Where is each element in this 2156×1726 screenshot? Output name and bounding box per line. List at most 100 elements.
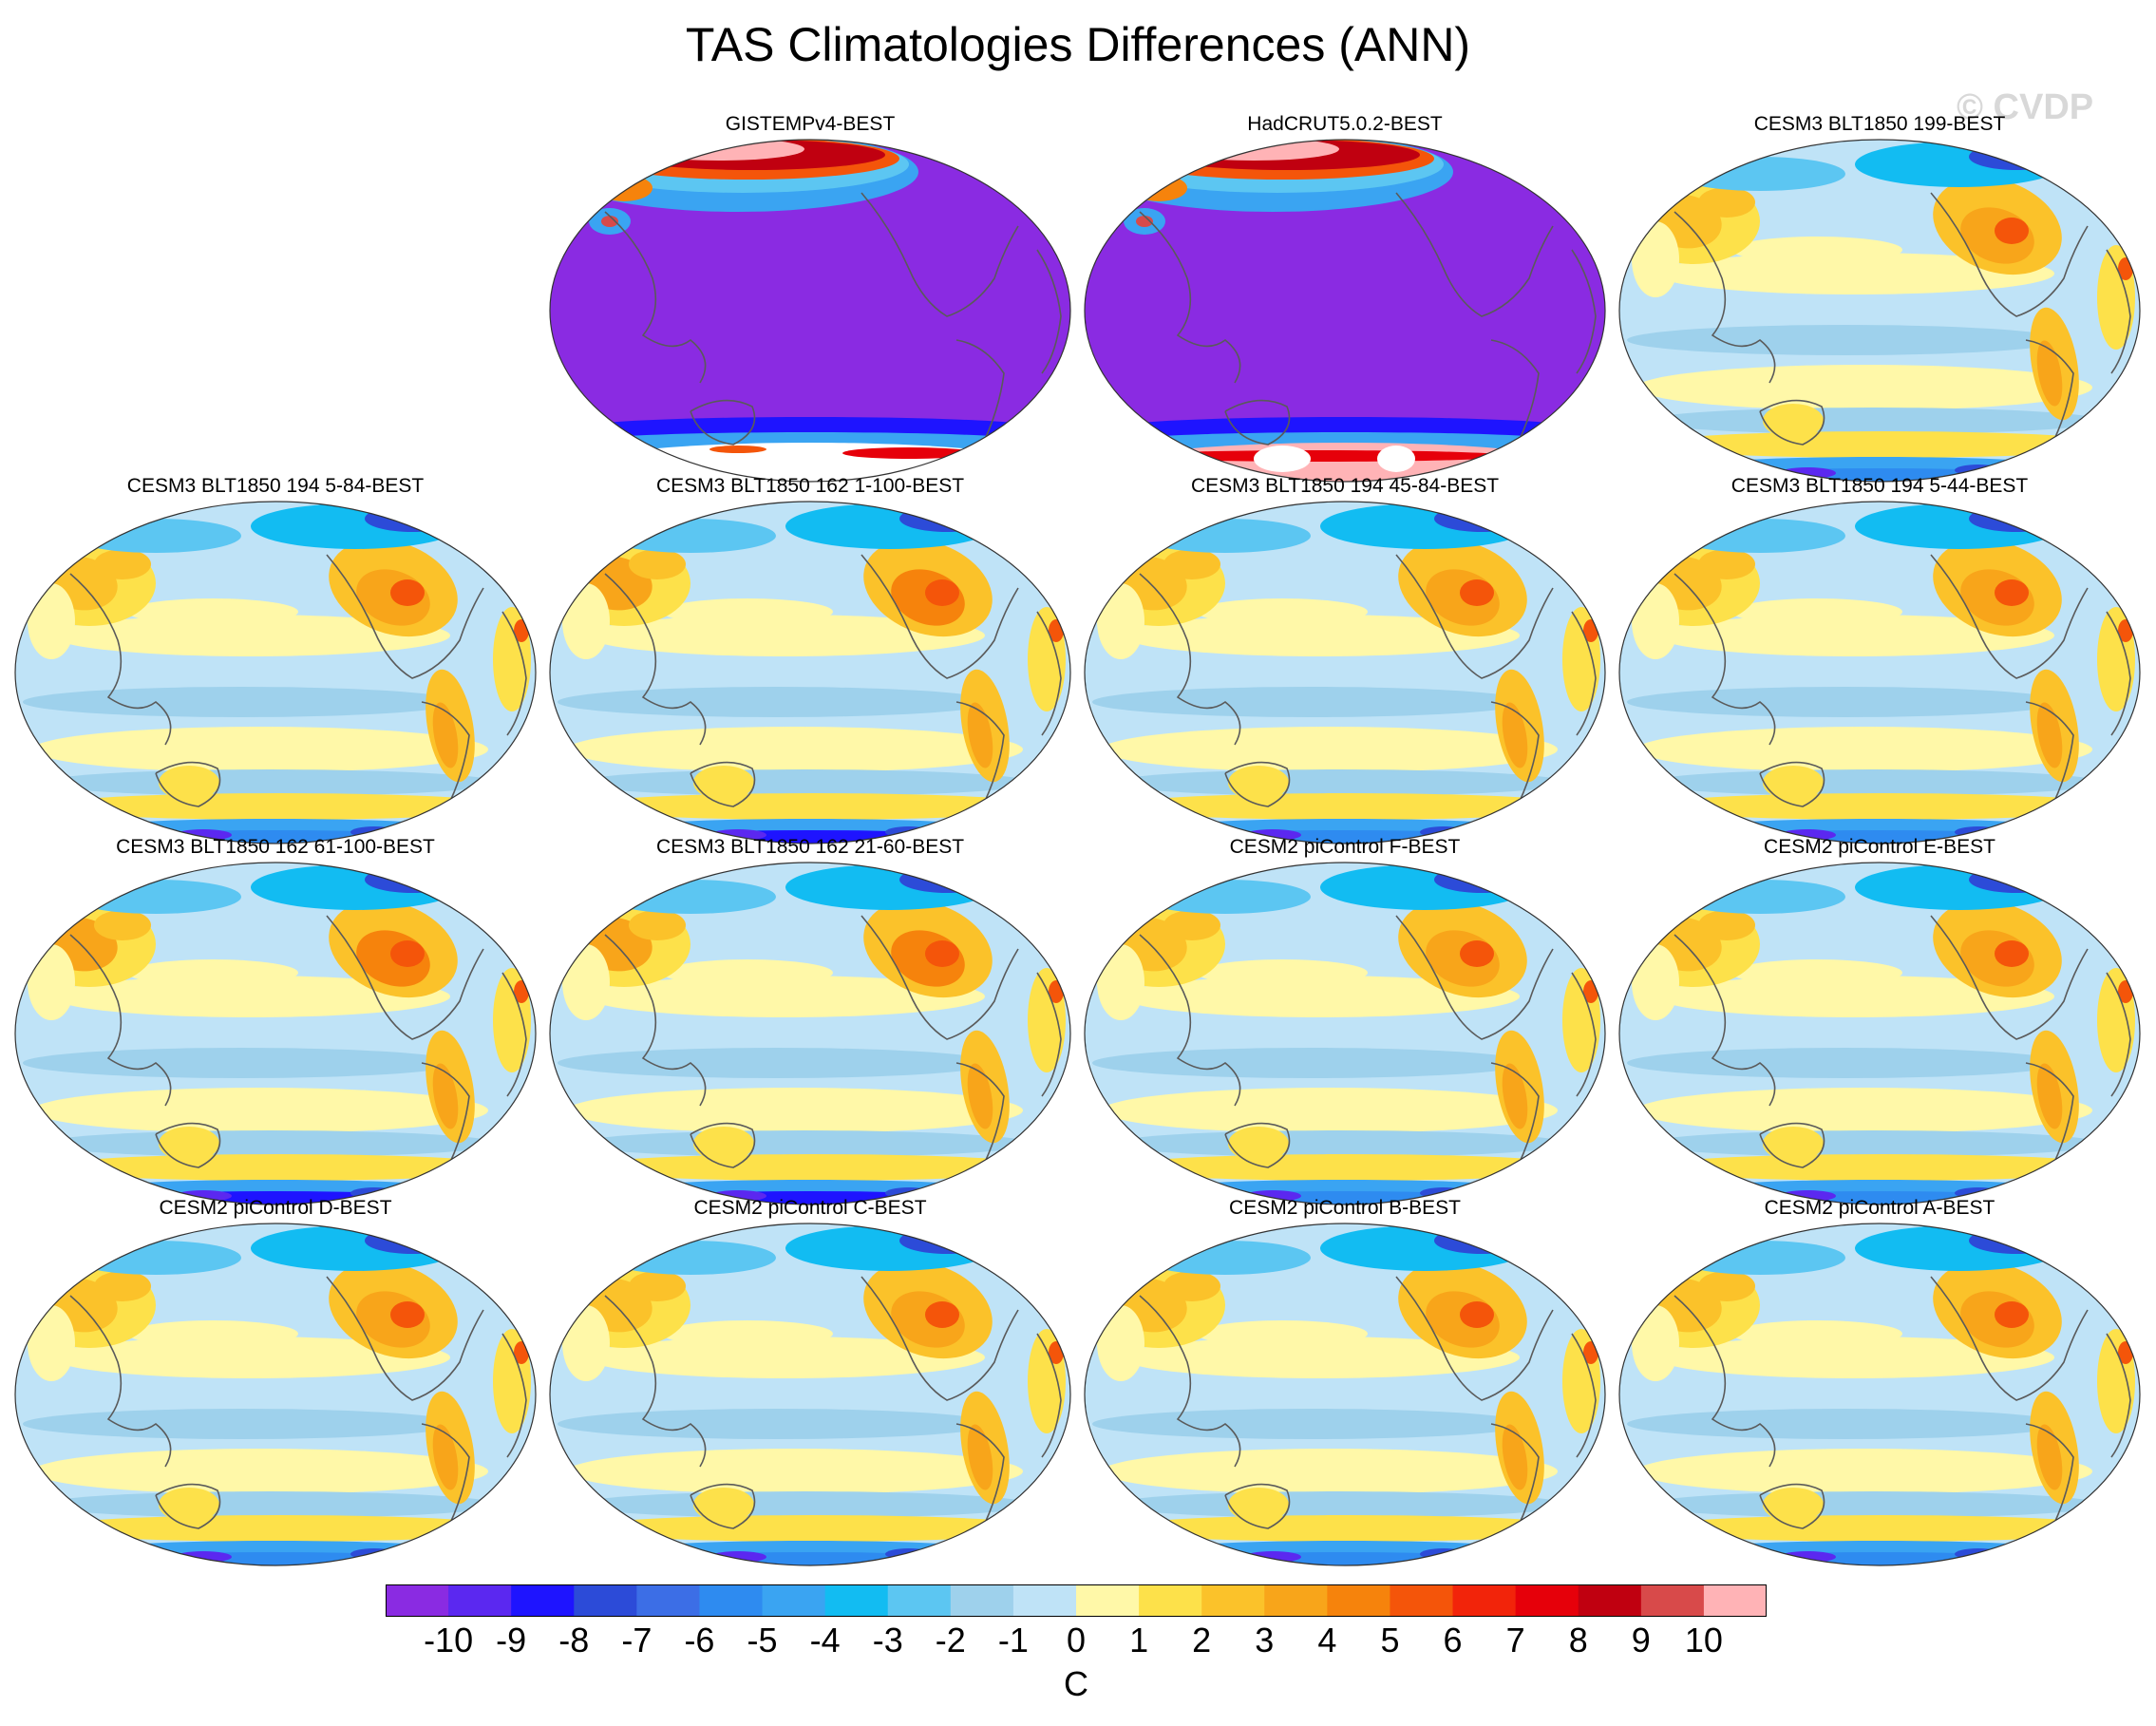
- colorbar-tick-label: 2: [1192, 1621, 1212, 1660]
- contour-region: [159, 1488, 219, 1522]
- contour-region: [629, 910, 686, 940]
- contour-region: [558, 1048, 994, 1078]
- contour-region: [1163, 549, 1220, 579]
- contour-region: [1502, 1424, 1528, 1490]
- contour-region: [1698, 187, 1755, 218]
- colorbar-tick-label: -1: [997, 1621, 1029, 1660]
- contour-region: [605, 519, 776, 553]
- colorbar-tick-label: -8: [558, 1621, 590, 1660]
- contour-region: [51, 615, 450, 656]
- contour-region: [2036, 1063, 2063, 1129]
- coastline: [1224, 1122, 1291, 1168]
- map-outline: [14, 1223, 537, 1566]
- coastline: [1224, 1483, 1291, 1529]
- contour-region: [1028, 968, 1066, 1072]
- map-field: [1085, 863, 1605, 1204]
- contour-region: [70, 519, 241, 553]
- coastline: [1674, 211, 1776, 384]
- contour-region: [1092, 1409, 1529, 1439]
- coastline: [326, 915, 484, 1040]
- contour-region: [1674, 519, 1845, 553]
- coastline: [1571, 1333, 1597, 1458]
- contour-region: [1779, 1551, 1836, 1563]
- contour-region: [1969, 866, 2064, 893]
- coastline: [2106, 249, 2131, 374]
- contour-region: [127, 959, 298, 986]
- contour-region: [70, 1241, 241, 1275]
- coastline: [1759, 399, 1825, 446]
- panel-title: CESM3 BLT1850 194 45-84-BEST: [1190, 475, 1500, 497]
- contour-region: [1632, 1305, 1679, 1381]
- contour-region: [1121, 976, 1520, 1017]
- panel-title: CESM2 piControl E-BEST: [1764, 836, 1995, 858]
- colorbar-tick-label: 10: [1684, 1621, 1723, 1660]
- contour-region: [1111, 793, 1586, 820]
- coastline: [155, 761, 221, 807]
- contour-region: [94, 549, 151, 579]
- contour-region: [1632, 221, 1679, 297]
- contour-region: [601, 216, 618, 227]
- contour-region: [1434, 1227, 1529, 1254]
- colorbar-swatch: [950, 1584, 1014, 1617]
- contour-region: [28, 1305, 75, 1381]
- contour-region: [159, 1127, 219, 1161]
- contour-region: [550, 140, 1070, 482]
- map-panel: GISTEMPv4-BEST: [548, 113, 1072, 483]
- panel-title: CESM3 BLT1850 194 5-84-BEST: [126, 475, 425, 497]
- map-svg: [1084, 1223, 1606, 1566]
- colorbar-tick-label: -6: [684, 1621, 715, 1660]
- contour-region: [1097, 583, 1144, 659]
- map-field: [550, 863, 1070, 1204]
- contour-region: [1028, 607, 1066, 711]
- contour-region: [94, 910, 151, 940]
- coastline: [1571, 249, 1597, 374]
- map-svg: [549, 139, 1071, 483]
- coastline: [690, 1122, 756, 1168]
- contour-region: [42, 769, 498, 796]
- colorbar-tick-label: 1: [1129, 1621, 1149, 1660]
- contour-region: [432, 702, 459, 768]
- panel-title: CESM2 piControl C-BEST: [693, 1197, 927, 1219]
- map-svg: [14, 862, 537, 1205]
- contour-region: [1197, 598, 1368, 625]
- contour-region: [390, 1301, 425, 1328]
- contour-region: [1636, 727, 2092, 772]
- colorbar-swatch: [1390, 1584, 1454, 1617]
- colorbar-swatch: [762, 1584, 826, 1617]
- contour-region: [365, 866, 460, 893]
- map-field: [1619, 140, 2140, 482]
- coastline: [1930, 915, 2089, 1040]
- map-field: [1619, 863, 2140, 1204]
- coastline: [2106, 611, 2131, 736]
- coastline: [1139, 573, 1241, 746]
- coastline: [604, 211, 707, 384]
- contour-region: [1731, 598, 1902, 625]
- contour-region: [1995, 218, 2029, 244]
- contour-region: [1646, 1491, 2102, 1518]
- contour-region: [1969, 1227, 2064, 1254]
- contour-region: [1995, 940, 2029, 967]
- contour-region: [1420, 1548, 1467, 1560]
- contour-region: [1121, 1337, 1520, 1378]
- map-panel: CESM2 piControl B-BEST: [1083, 1197, 1607, 1566]
- contour-region: [1627, 1048, 2064, 1078]
- contour-region: [709, 446, 766, 453]
- contour-region: [1646, 408, 2102, 434]
- contour-region: [1763, 1488, 1824, 1522]
- contour-region: [32, 1449, 488, 1494]
- coastline: [861, 915, 1019, 1040]
- contour-region: [1130, 450, 1510, 462]
- contour-region: [567, 1449, 1023, 1494]
- contour-region: [709, 1551, 766, 1563]
- map-field: [15, 502, 536, 844]
- colorbar-swatch: [1640, 1584, 1705, 1617]
- contour-region: [1969, 505, 2064, 532]
- map-outline: [1084, 1223, 1606, 1566]
- coastline: [501, 972, 527, 1097]
- contour-region: [629, 1271, 686, 1301]
- colorbar-tick-label: -10: [424, 1621, 474, 1660]
- contour-region: [1655, 1337, 2054, 1378]
- contour-region: [1434, 866, 1529, 893]
- coastline: [690, 1483, 756, 1529]
- map-outline: [1618, 862, 2141, 1205]
